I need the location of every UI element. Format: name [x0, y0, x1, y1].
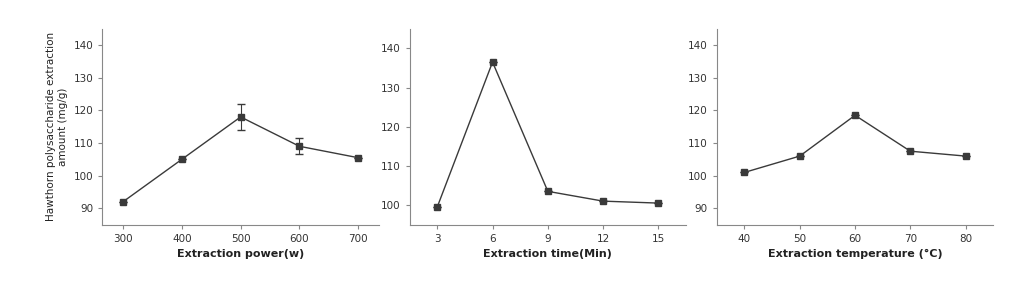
X-axis label: Extraction power(w): Extraction power(w): [177, 249, 304, 259]
Y-axis label: Hawthorn polysaccharide extraction
amount (mg/g): Hawthorn polysaccharide extraction amoun…: [46, 32, 68, 221]
X-axis label: Extraction temperature (°C): Extraction temperature (°C): [768, 249, 942, 259]
X-axis label: Extraction time(Min): Extraction time(Min): [483, 249, 612, 259]
